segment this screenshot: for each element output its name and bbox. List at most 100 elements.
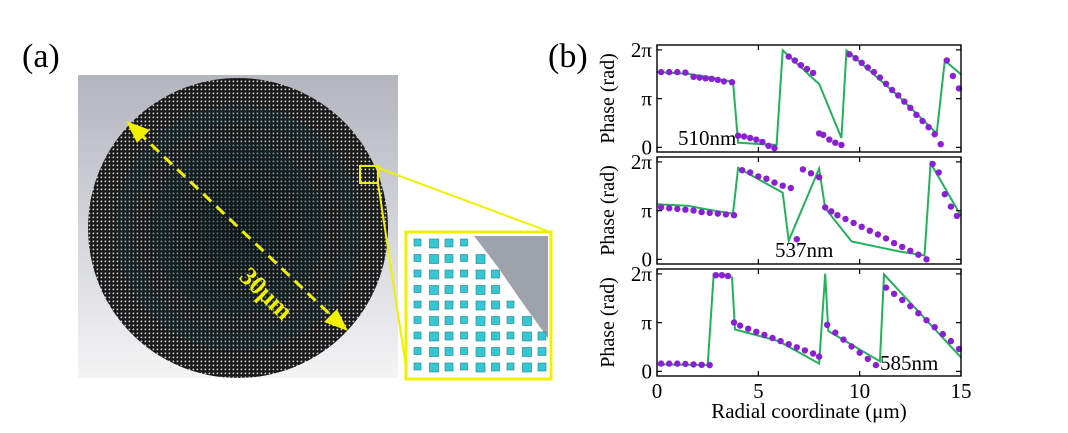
measured-phase-point [953, 212, 961, 220]
nano-pillar [444, 331, 454, 341]
nano-pillar [429, 331, 439, 342]
nano-pillar [475, 300, 486, 311]
measured-phase-point [706, 361, 713, 369]
measured-phase-point [698, 361, 705, 368]
measured-phase-point [923, 317, 930, 324]
measured-phase-point [747, 169, 754, 176]
measured-phase-point [690, 361, 697, 368]
measured-phase-point [809, 69, 817, 77]
measured-phase-point [807, 170, 815, 177]
y-tick-label: 0 [642, 359, 653, 383]
measured-phase-point [850, 219, 857, 227]
nano-pillar [475, 254, 486, 264]
measured-phase-point [674, 68, 681, 76]
x-tick-label: 0 [652, 379, 663, 403]
measured-phase-point [815, 130, 823, 137]
simulated-phase-line [656, 48, 962, 147]
measured-phase-point [657, 68, 665, 76]
nano-pillar [522, 362, 532, 373]
measured-phase-point [915, 310, 922, 317]
nano-pillar [429, 285, 439, 295]
measured-phase-point [907, 303, 914, 310]
measured-phase-point [761, 331, 768, 339]
y-tick-label: 2π [631, 38, 653, 62]
measured-phase-point [890, 290, 898, 297]
nano-pillar [460, 269, 468, 278]
phase-plot-585nm: 0 π 2π 0 5 10 15 Phase (rad) 585nm Radial coordin… [597, 262, 972, 423]
measured-phase-point [779, 182, 786, 189]
simulated-phase-line [656, 271, 962, 367]
nano-pillar [537, 331, 547, 341]
measured-phase-point [706, 209, 713, 216]
panel-b-label: (b) [548, 38, 588, 75]
measured-phase-point [755, 173, 762, 180]
measured-phase-point [730, 212, 738, 219]
measured-phase-point [738, 167, 746, 174]
measured-phase-point [682, 69, 689, 76]
measured-phase-point [787, 184, 794, 192]
measured-phase-point [771, 144, 778, 152]
measured-phase-point [712, 272, 719, 279]
x-axis-label: Radial coordinate (μm) [711, 399, 907, 423]
measured-phase-point [955, 85, 963, 92]
nano-pillar [506, 331, 515, 340]
measured-phase-point [882, 284, 890, 291]
measured-phase-point [666, 205, 673, 212]
measured-phase-point [674, 360, 681, 367]
measured-phase-point [682, 360, 689, 368]
measured-phase-point [702, 75, 709, 82]
measured-phase-point [803, 65, 811, 73]
wavelength-annotation: 537nm [775, 238, 833, 262]
phase-plot-537nm: 0 π 2π Phase (rad) 537nm [597, 150, 962, 271]
measured-phase-point [791, 57, 798, 64]
measured-phase-point [793, 236, 800, 243]
measured-phase-point [939, 330, 946, 338]
measured-phase-point [698, 208, 705, 216]
measured-phase-point [931, 324, 938, 331]
nano-pillar [413, 285, 422, 293]
nano-pillar [413, 269, 422, 278]
measured-phase-point [724, 272, 732, 280]
metalens-rendering: 30μm [78, 75, 553, 381]
measured-phase-point [718, 272, 726, 279]
measured-phase-point [866, 227, 873, 234]
nano-pillar [491, 269, 500, 279]
measured-phase-point [842, 215, 849, 223]
y-tick-label: π [641, 87, 652, 111]
measured-phase-point [923, 256, 930, 263]
measured-phase-point [797, 61, 805, 69]
measured-phase-point [941, 191, 948, 198]
nano-pillar [429, 238, 439, 249]
nano-pillar [444, 285, 454, 294]
nano-pillar [444, 300, 454, 310]
nano-pillar [413, 254, 422, 262]
measured-phase-point [714, 210, 721, 217]
measured-phase-point [901, 98, 908, 105]
measured-phase-point [657, 360, 665, 367]
nano-pillar [537, 362, 547, 372]
nano-pillar [429, 254, 439, 264]
nano-pillar [429, 269, 439, 280]
nano-pillar [444, 316, 454, 325]
y-axis-label: Phase (rad) [597, 165, 619, 256]
measured-phase-point [907, 247, 914, 254]
measured-phase-point [838, 141, 845, 149]
measured-phase-point [834, 212, 841, 219]
measured-phase-point [730, 319, 738, 326]
nano-pillar [491, 347, 500, 356]
measured-phase-point [690, 207, 697, 214]
x-tick-label: 10 [849, 379, 870, 403]
measured-phase-point [913, 111, 920, 119]
nano-pillar [506, 347, 515, 355]
measured-phase-point [820, 131, 827, 139]
measured-phase-point [822, 204, 829, 211]
measured-phase-point [949, 72, 957, 80]
measured-phase-point [801, 347, 809, 354]
zoom-callout [359, 165, 551, 381]
nano-pillar [460, 331, 468, 340]
nano-pillar [444, 238, 454, 248]
measured-phase-point [832, 329, 839, 336]
measured-phase-point [763, 175, 770, 182]
phase-plot-510nm: 0 π 2π Phase (rad) 510nm [597, 38, 963, 159]
measured-phase-point [708, 75, 715, 83]
